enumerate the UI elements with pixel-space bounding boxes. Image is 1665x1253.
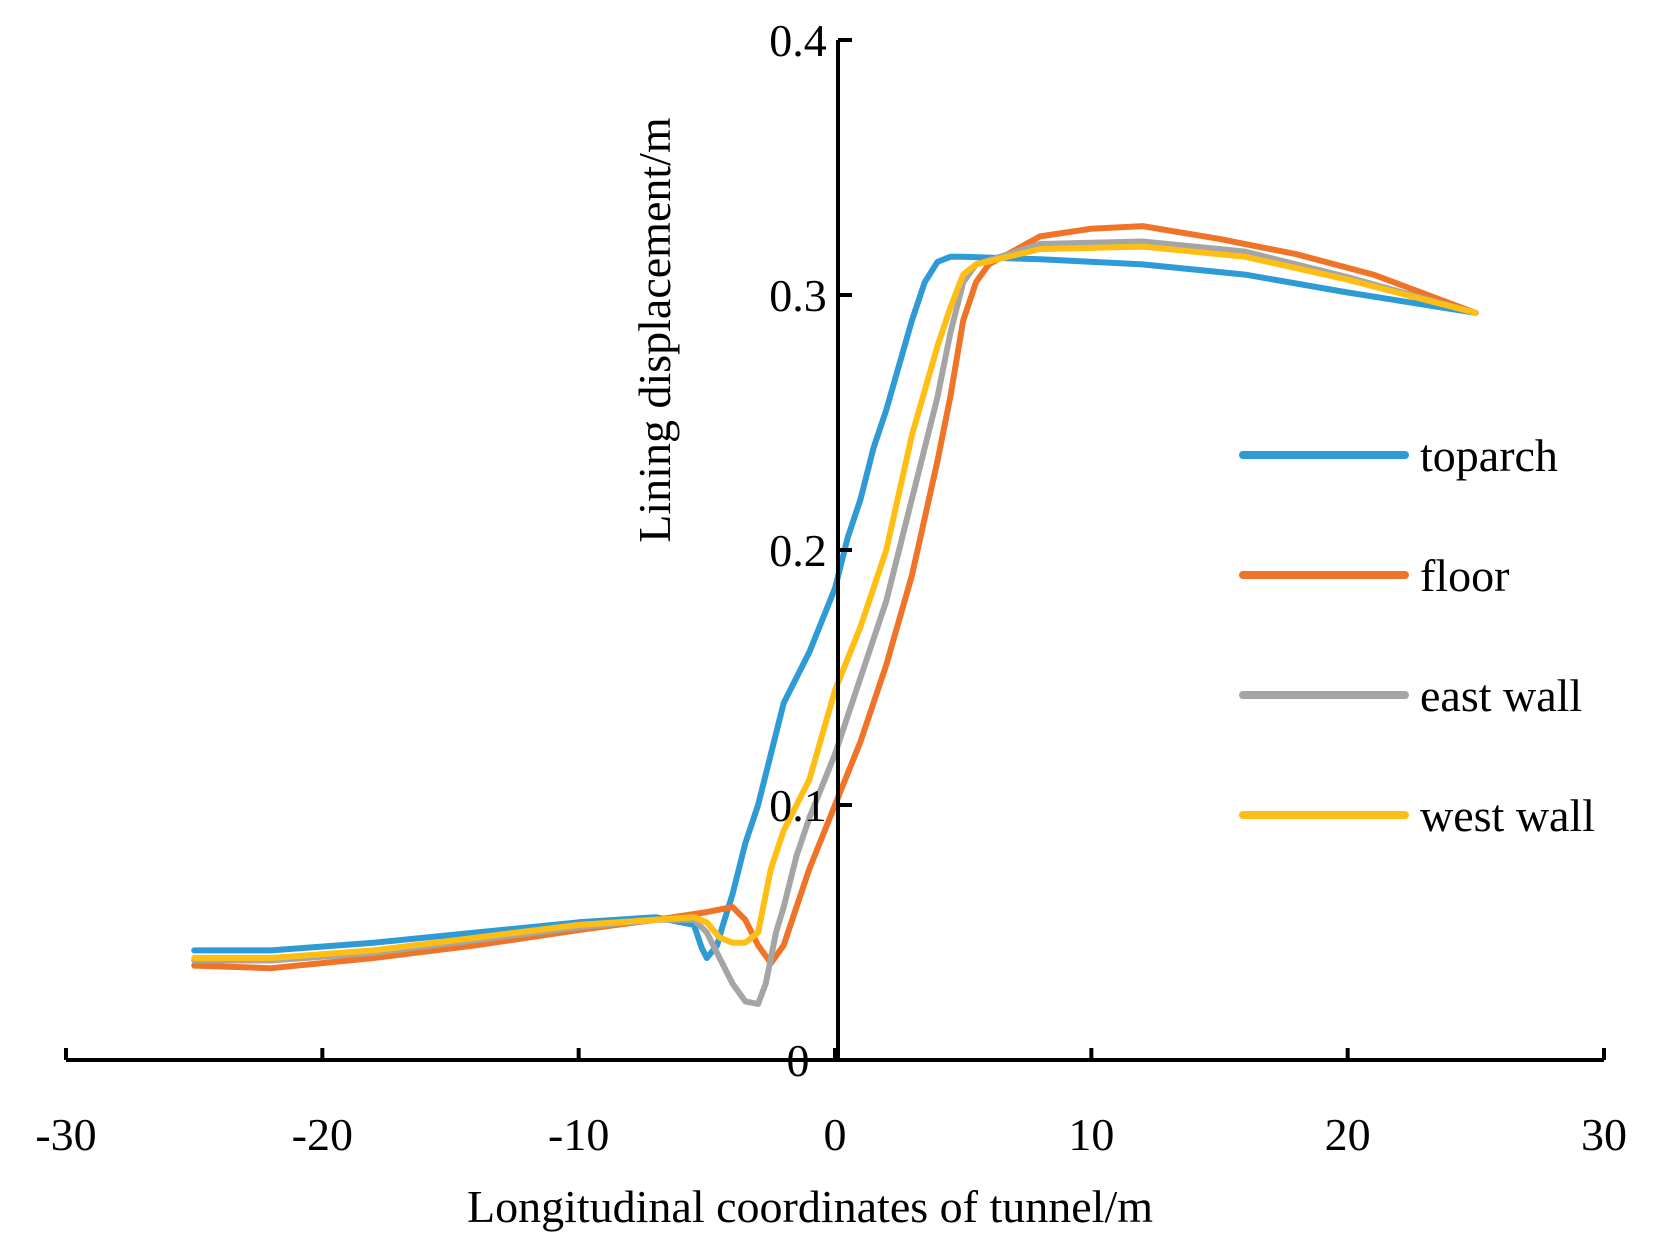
legend-label: west wall	[1420, 790, 1595, 841]
legend-label: east wall	[1420, 670, 1582, 721]
legend: toparch floor east wall west wall	[1239, 430, 1595, 841]
x-tick-label: -10	[548, 1109, 609, 1160]
series-line-toparch	[191, 253, 1479, 961]
series-layer	[191, 223, 1479, 1007]
y-axis-title: Lining displacement/m	[629, 117, 680, 543]
x-tick-label: 30	[1581, 1109, 1627, 1160]
series-line-east-wall	[191, 238, 1479, 1007]
x-tick-label: 20	[1325, 1109, 1371, 1160]
y-tick-label: 0.2	[769, 525, 827, 576]
series-line-floor	[191, 223, 1479, 972]
legend-label: toparch	[1420, 430, 1558, 481]
x-tick-label: -30	[35, 1109, 96, 1160]
x-tick-label: -20	[292, 1109, 353, 1160]
tick-label-layer: -30 -20 -10 0 10 20 30 0 0.1 0.2 0.3 0.4	[35, 15, 1627, 1160]
x-tick-label: 10	[1068, 1109, 1114, 1160]
y-tick-label: 0.4	[769, 15, 827, 66]
y-tick-label: 0.1	[769, 780, 827, 831]
legend-label: floor	[1420, 550, 1509, 601]
x-axis-title: Longitudinal coordinates of tunnel/m	[467, 1181, 1153, 1232]
axes-layer	[64, 38, 1606, 1062]
series-line-west-wall	[191, 243, 1479, 961]
y-tick-label: 0.3	[769, 270, 827, 321]
y-tick-label: 0	[787, 1035, 810, 1086]
x-tick-label: 0	[824, 1109, 847, 1160]
